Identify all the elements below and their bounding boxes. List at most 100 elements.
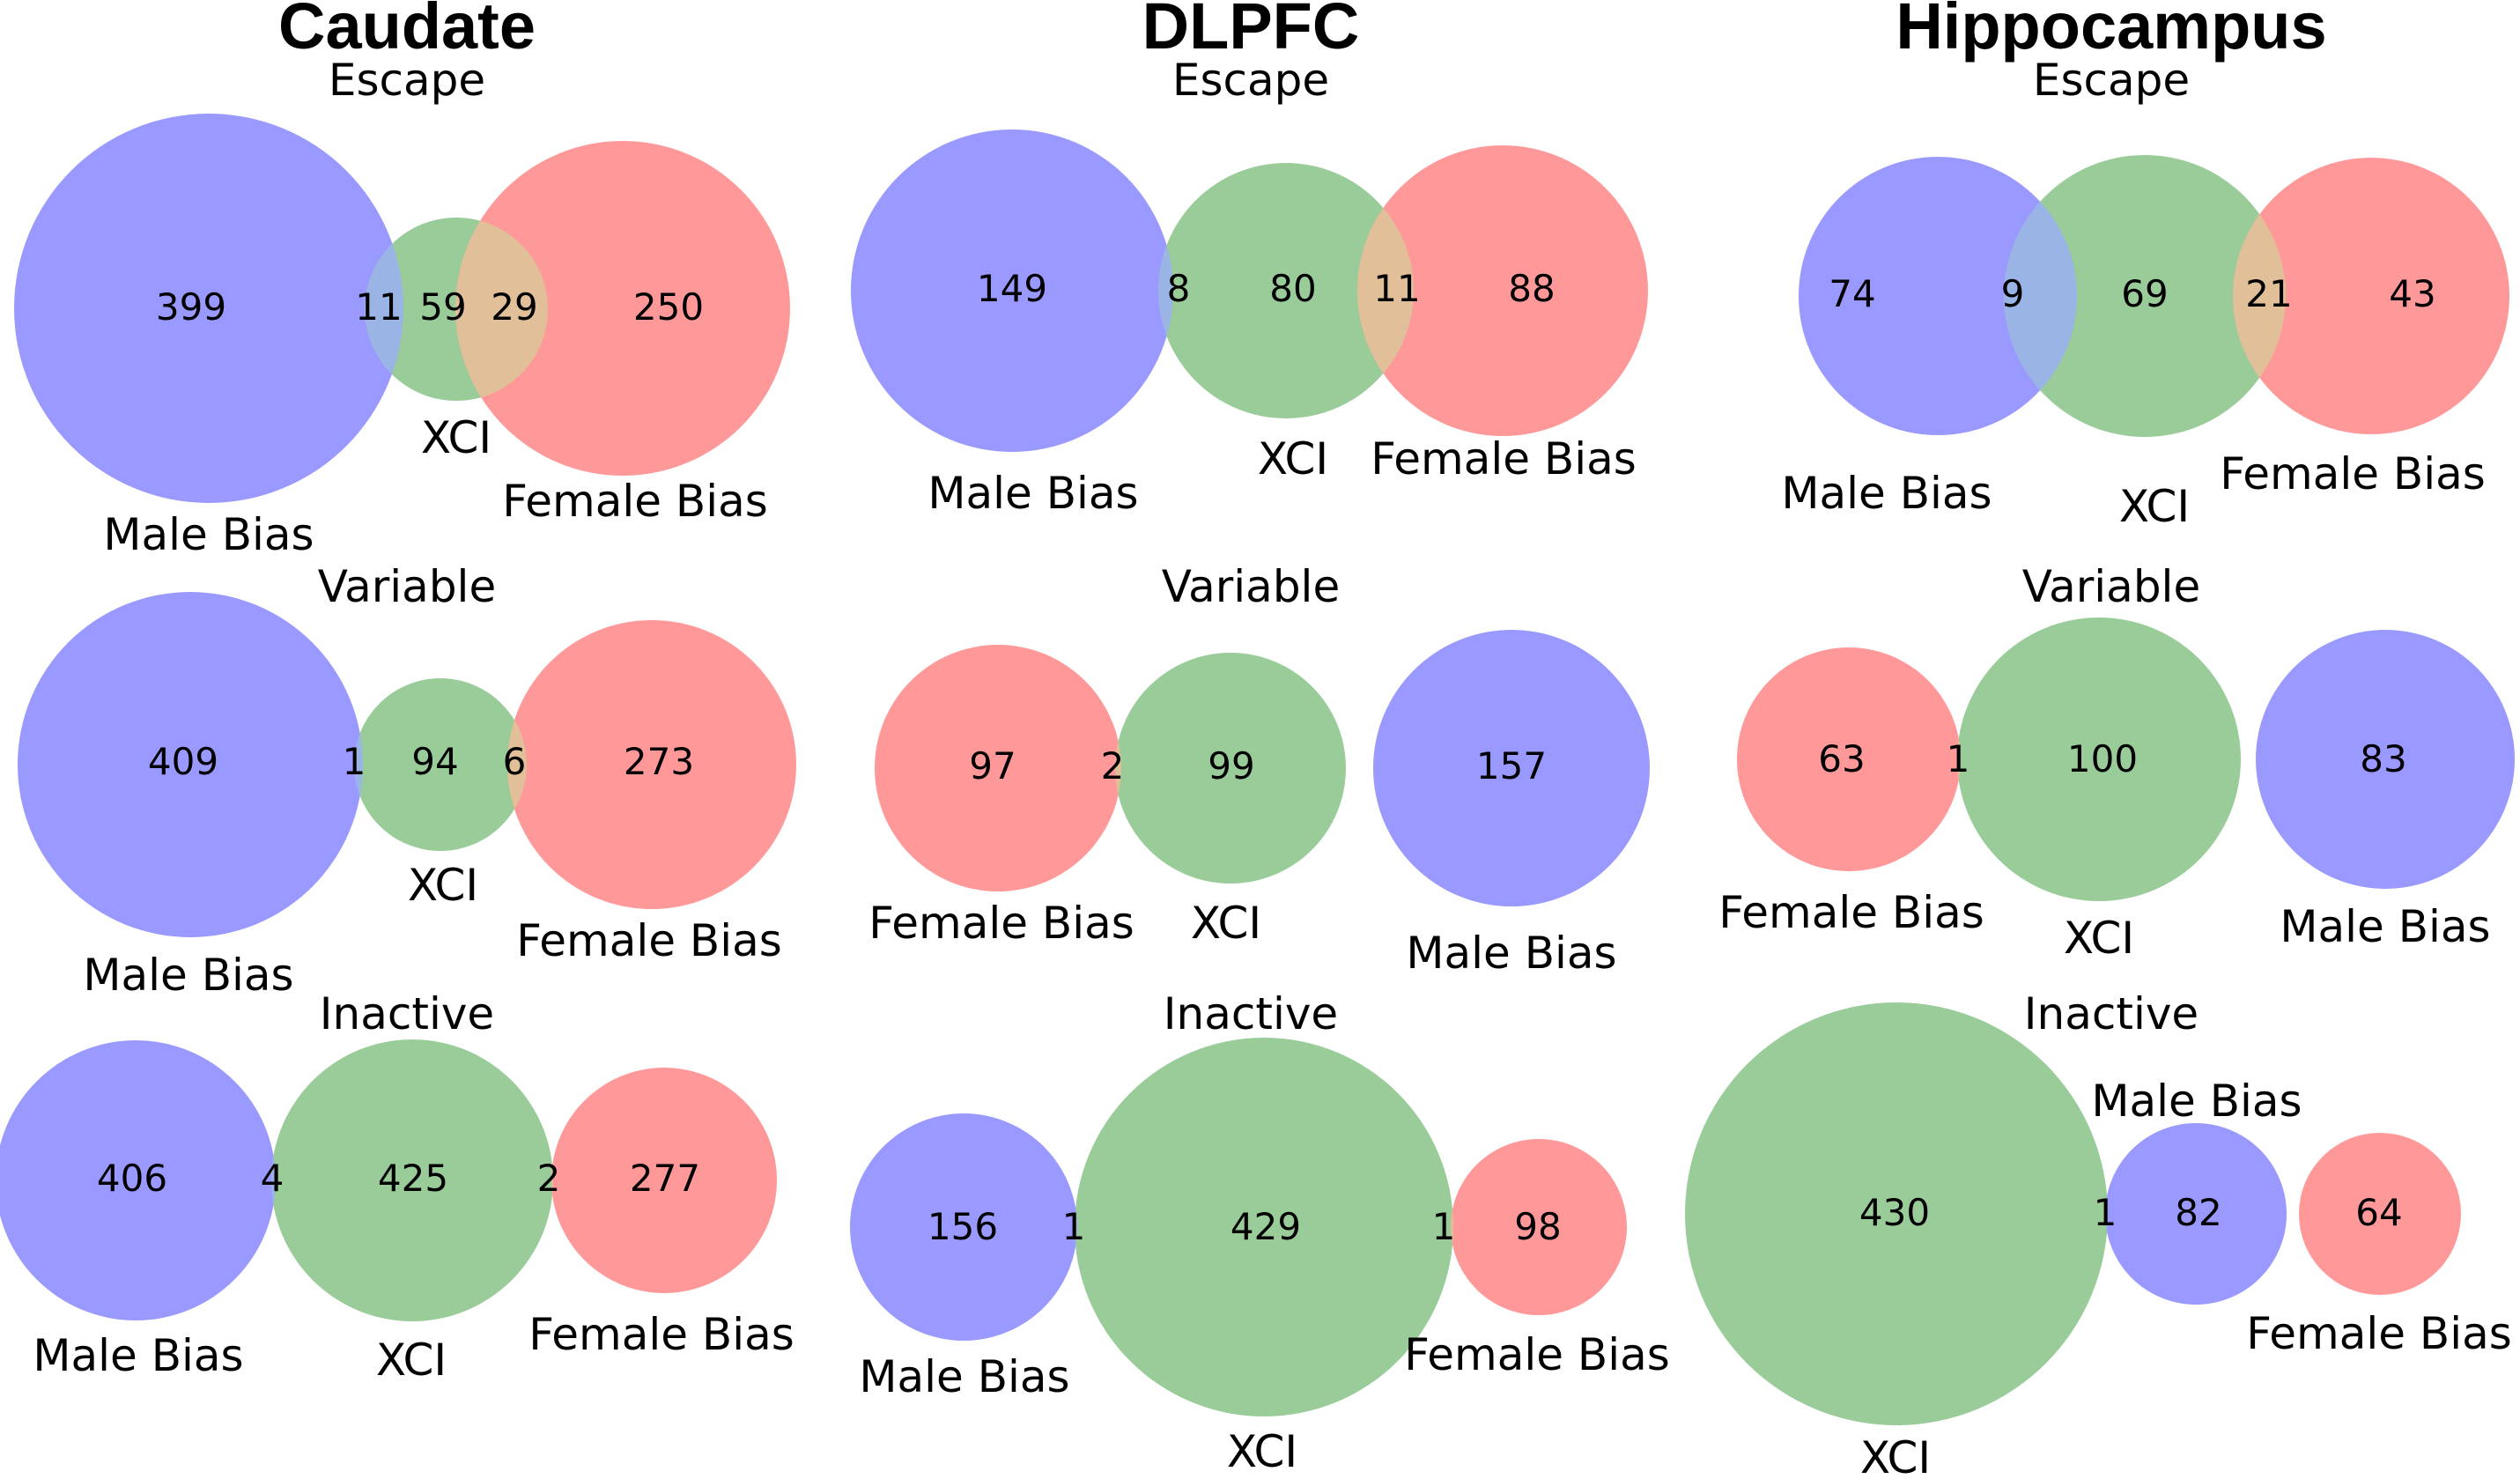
circle-male-bias <box>14 114 403 503</box>
set-label-female-bias: Female Bias <box>2220 448 2486 499</box>
set-label-xci: XCI <box>376 1335 447 1386</box>
count-overlap-male-bias-xci: 8 <box>1167 267 1191 310</box>
panel-title: Inactive <box>2024 988 2199 1039</box>
circle-male-bias <box>1799 157 2077 435</box>
count-male-bias: 74 <box>1829 272 1875 315</box>
count-overlap-male-bias-xci: 9 <box>2001 272 2025 315</box>
count-xci: 69 <box>2121 272 2168 315</box>
venn-panel-hippocampus-escape: Escape Male Bias 74 XCI 69 Female Bias 43 9 21 <box>1781 55 2509 532</box>
panel-title: Escape <box>329 55 485 106</box>
count-female-bias: 98 <box>1514 1205 1561 1248</box>
panel-title: Escape <box>1172 55 1329 106</box>
count-overlap-male-bias-xci: 1 <box>1062 1205 1086 1248</box>
count-xci: 425 <box>378 1157 448 1200</box>
count-overlap-xci-female-bias: 21 <box>2245 272 2292 315</box>
set-label-female-bias: Female Bias <box>868 898 1134 949</box>
count-female-bias: 88 <box>1508 267 1555 310</box>
circle-xci <box>354 678 527 851</box>
count-overlap-female-bias-xci: 1 <box>1947 737 1970 780</box>
count-xci: 429 <box>1230 1205 1301 1248</box>
circle-female-bias <box>507 620 796 909</box>
count-overlap-xci-female-bias: 2 <box>537 1157 561 1200</box>
venn-panel-caudate-escape: Escape Male Bias 399 XCI 59 Female Bias 250 11 2… <box>14 55 790 560</box>
circle-female-bias <box>2233 158 2509 434</box>
count-male-bias: 156 <box>927 1205 998 1248</box>
count-female-bias: 64 <box>2355 1191 2402 1234</box>
set-label-male-bias: Male Bias <box>1781 468 1992 519</box>
venn-panel-dlpfc-variable: Variable Female Bias 97 XCI 99 Male Bias 157 2 <box>868 561 1650 979</box>
set-label-female-bias: Female Bias <box>1718 887 1984 938</box>
set-label-male-bias: Male Bias <box>1406 928 1616 979</box>
circle-female-bias <box>2299 1133 2461 1295</box>
count-female-bias: 277 <box>630 1157 700 1200</box>
count-male-bias: 409 <box>148 740 218 783</box>
set-label-xci: XCI <box>421 412 491 463</box>
set-label-female-bias: Female Bias <box>502 476 768 527</box>
set-label-female-bias: Female Bias <box>516 915 782 966</box>
set-label-xci: XCI <box>2064 913 2134 964</box>
circle-female-bias <box>1357 145 1648 436</box>
venn-panel-hippocampus-variable: Variable Female Bias 63 XCI 100 Male Bias 83 1 <box>1718 561 2515 964</box>
set-label-xci: XCI <box>1258 433 1328 484</box>
region-title-caudate: Caudate <box>278 0 536 63</box>
set-label-male-bias: Male Bias <box>33 1330 243 1381</box>
region-title-dlpfc: DLPFC <box>1142 0 1360 63</box>
count-male-bias: 399 <box>156 285 226 329</box>
count-xci: 430 <box>1859 1191 1930 1234</box>
circle-xci <box>1685 1002 2108 1425</box>
panel-title: Escape <box>2033 55 2190 106</box>
circle-xci <box>271 1039 553 1321</box>
count-male-bias: 83 <box>2360 737 2406 780</box>
circle-male-bias <box>2256 630 2515 889</box>
circle-male-bias <box>851 129 1173 452</box>
circle-male-bias <box>2105 1123 2287 1305</box>
set-label-male-bias: Male Bias <box>927 468 1138 519</box>
set-label-male-bias: Male Bias <box>103 509 314 560</box>
count-xci: 100 <box>2067 737 2138 780</box>
circle-male-bias <box>0 1040 276 1320</box>
count-overlap-male-bias-xci: 1 <box>343 740 366 783</box>
count-overlap-xci-male-bias: 1 <box>2094 1191 2117 1234</box>
venn-panel-hippocampus-inactive: Inactive XCI 430 Male Bias 82 Female Bias 64 1 <box>1685 988 2512 1479</box>
count-male-bias: 149 <box>977 267 1047 310</box>
circle-female-bias <box>455 141 790 476</box>
count-male-bias: 82 <box>2175 1191 2221 1234</box>
venn-panel-caudate-inactive: Inactive Male Bias 406 XCI 425 Female Bias 277… <box>0 988 794 1386</box>
count-overlap-male-bias-xci: 4 <box>261 1157 285 1200</box>
set-label-male-bias: Male Bias <box>859 1351 1069 1402</box>
circle-male-bias <box>18 592 363 937</box>
circle-female-bias <box>551 1068 777 1293</box>
set-label-xci: XCI <box>2119 481 2190 532</box>
region-title-hippocampus: Hippocampus <box>1896 0 2326 63</box>
count-overlap-xci-female-bias: 11 <box>1373 267 1420 310</box>
circle-xci <box>1957 617 2241 901</box>
set-label-female-bias: Female Bias <box>1404 1329 1670 1380</box>
set-label-female-bias: Female Bias <box>528 1309 794 1360</box>
count-xci: 99 <box>1208 744 1254 788</box>
circle-male-bias <box>850 1113 1077 1341</box>
circle-female-bias <box>1737 647 1961 871</box>
venn-panel-caudate-variable: Variable Male Bias 409 XCI 94 Female Bias 273 1… <box>18 561 796 1001</box>
set-label-xci: XCI <box>1227 1426 1297 1477</box>
panel-title: Inactive <box>1164 988 1338 1039</box>
count-female-bias: 97 <box>969 744 1016 788</box>
venn-panel-dlpfc-inactive: Inactive Male Bias 156 XCI 429 Female Bias 98 1… <box>850 988 1670 1477</box>
circle-xci <box>1115 653 1346 884</box>
circle-female-bias <box>875 645 1121 891</box>
count-female-bias: 273 <box>624 740 694 783</box>
set-label-xci: XCI <box>1860 1432 1931 1479</box>
circle-xci <box>2004 155 2286 437</box>
set-label-male-bias: Male Bias <box>2280 901 2490 952</box>
set-label-male-bias: Male Bias <box>83 950 293 1001</box>
set-label-female-bias: Female Bias <box>1371 433 1637 484</box>
count-overlap-female-bias-xci: 2 <box>1101 744 1125 788</box>
count-overlap-xci-female-bias: 1 <box>1432 1205 1456 1248</box>
count-xci: 80 <box>1269 267 1316 310</box>
count-overlap-xci-female-bias: 6 <box>503 740 527 783</box>
set-label-male-bias: Male Bias <box>2091 1076 2302 1127</box>
count-overlap-xci-female-bias: 29 <box>491 285 537 329</box>
count-male-bias: 406 <box>97 1157 167 1200</box>
count-female-bias: 250 <box>633 285 704 329</box>
